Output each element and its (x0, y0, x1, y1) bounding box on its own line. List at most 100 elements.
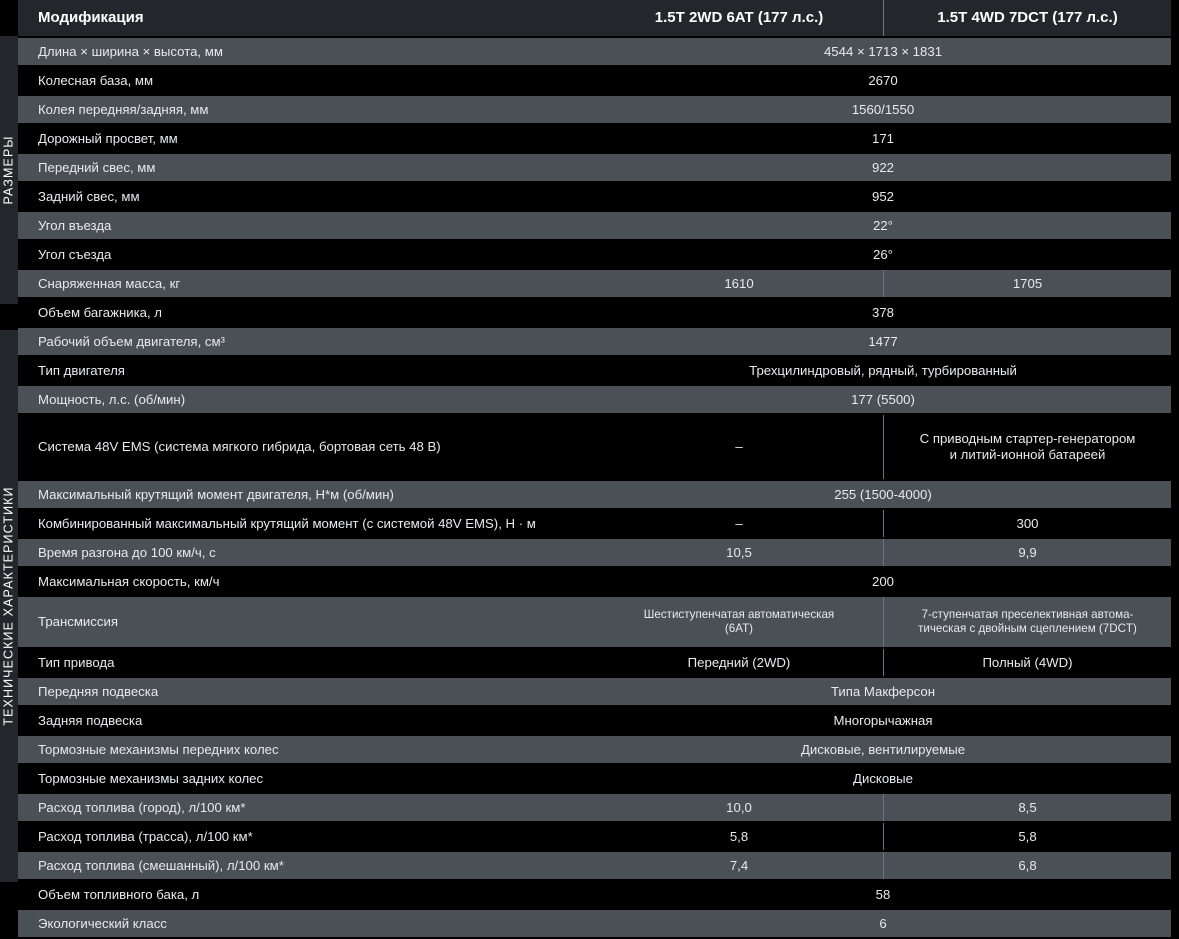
table-row: Колея передняя/задняя, мм 1560/1550 (18, 96, 1171, 123)
row-value: 1610 (724, 275, 754, 291)
table-row: Расход топлива (трасса), л/100 км* 5,8 5,8 (18, 823, 1171, 850)
row-label: Передняя подвеска (38, 683, 159, 699)
row-label: Длина × ширина × высота, мм (38, 43, 223, 59)
row-value: 5,8 (729, 828, 749, 844)
header-spec-label: Модификация (38, 9, 144, 27)
table-body: Длина × ширина × высота, мм 4544 × 1713 ×… (18, 38, 1171, 939)
row-value: Шестиступенчатая автоматическая (6AT) (643, 607, 835, 635)
row-gap (18, 479, 1171, 481)
specification-table: Модификация 1.5T 2WD 6AT (177 л.с.) 1.5T… (18, 0, 1171, 939)
row-value: 6 (879, 915, 887, 931)
row-value: Полный (4WD) (883, 649, 1171, 676)
section-label-dimensions-text: РАЗМЕРЫ (2, 135, 17, 205)
table-header-row: Модификация 1.5T 2WD 6AT (177 л.с.) 1.5T… (18, 0, 1171, 36)
row-value: 9,9 (883, 539, 1171, 566)
row-label: Угол съезда (38, 246, 112, 262)
row-gap (18, 123, 1171, 125)
row-value: 10,0 (726, 799, 752, 815)
row-value: 922 (871, 159, 894, 175)
row-value: Дисковые (853, 770, 913, 786)
table-row: Колесная база, мм 2670 (18, 67, 1171, 94)
row-gap (18, 763, 1171, 765)
table-row: Передний свес, мм 922 (18, 154, 1171, 181)
table-row: Задняя подвеска Многорычажная (18, 707, 1171, 734)
row-label: Объем багажника, л (38, 304, 163, 320)
row-value: 1477 (868, 333, 898, 349)
row-label: Тип привода (38, 654, 115, 670)
table-row: Передняя подвеска Типа Макферсон (18, 678, 1171, 705)
table-row: Объем топливного бака, л 58 (18, 881, 1171, 908)
table-row: Задний свес, мм 952 (18, 183, 1171, 210)
row-value: 171 (871, 130, 894, 146)
table-row: Комбинированный максимальный крутящий мо… (18, 510, 1171, 537)
row-value: 6,8 (883, 852, 1171, 879)
row-value: 22° (873, 217, 893, 233)
row-gap (18, 821, 1171, 823)
row-label: Дорожный просвет, мм (38, 130, 178, 146)
row-label: Система 48V EMS (система мягкого гибрида… (38, 439, 441, 455)
row-gap (18, 508, 1171, 510)
row-gap (18, 239, 1171, 241)
row-value: 200 (871, 573, 894, 589)
row-label: Задняя подвеска (38, 712, 143, 728)
table-row: Угол въезда 22° (18, 212, 1171, 239)
table-row: Максимальная скорость, км/ч 200 (18, 568, 1171, 595)
row-value: 5,8 (883, 823, 1171, 850)
table-row: Мощность, л.с. (об/мин) 177 (5500) (18, 386, 1171, 413)
row-label: Объем топливного бака, л (38, 886, 200, 902)
row-label: Тормозные механизмы передних колес (38, 741, 279, 757)
row-gap (18, 850, 1171, 852)
row-gap (18, 268, 1171, 270)
row-label: Расход топлива (город), л/100 км* (38, 799, 246, 815)
row-gap (18, 413, 1171, 415)
row-gap (18, 326, 1171, 328)
row-label: Колея передняя/задняя, мм (38, 101, 209, 117)
row-label: Экологический класс (38, 915, 167, 931)
row-gap (18, 94, 1171, 96)
row-gap (18, 537, 1171, 539)
table-row: Тип двигателя Трехцилиндровый, рядный, ту… (18, 357, 1171, 384)
table-row: Тормозные механизмы задних колес Дисковые (18, 765, 1171, 792)
row-label: Время разгона до 100 км/ч, с (38, 544, 216, 560)
row-value: 10,5 (726, 544, 752, 560)
row-value: 26° (873, 246, 893, 262)
row-value: 378 (871, 304, 894, 320)
row-value: Типа Макферсон (830, 683, 936, 699)
row-gap (18, 705, 1171, 707)
header-gap (18, 36, 1171, 38)
header-column-2: 1.5T 4WD 7DCT (177 л.с.) (883, 0, 1171, 36)
row-label: Максимальная скорость, км/ч (38, 573, 220, 589)
table-row: Время разгона до 100 км/ч, с 10,5 9,9 (18, 539, 1171, 566)
row-gap (18, 65, 1171, 67)
table-row: Расход топлива (город), л/100 км* 10,0 8,5 (18, 794, 1171, 821)
row-gap (18, 181, 1171, 183)
row-value: С приводным стартер-генератором и литий-и… (883, 415, 1171, 479)
row-label: Колесная база, мм (38, 72, 154, 88)
section-label-dimensions: РАЗМЕРЫ (0, 36, 18, 304)
row-gap (18, 879, 1171, 881)
row-value: Многорычажная (833, 712, 933, 728)
row-label: Передний свес, мм (38, 159, 156, 175)
row-label: Расход топлива (трасса), л/100 км* (38, 828, 253, 844)
row-gap (18, 355, 1171, 357)
row-value: 8,5 (883, 794, 1171, 821)
row-label: Расход топлива (смешанный), л/100 км* (38, 857, 284, 873)
row-label: Рабочий объем двигателя, см³ (38, 333, 225, 349)
row-gap (18, 566, 1171, 568)
row-gap (18, 647, 1171, 649)
row-label: Угол въезда (38, 217, 112, 233)
table-row: Длина × ширина × высота, мм 4544 × 1713 ×… (18, 38, 1171, 65)
row-value: 300 (883, 510, 1171, 537)
table-row: Экологический класс 6 (18, 910, 1171, 937)
row-value: – (735, 439, 743, 455)
row-value: 7-ступенчатая преселективная автома-тиче… (883, 597, 1171, 647)
table-row: Трансмиссия Шестиступенчатая автоматическ… (18, 597, 1171, 647)
row-value: Передний (2WD) (687, 654, 791, 670)
row-gap (18, 210, 1171, 212)
row-value: 1705 (883, 270, 1171, 297)
row-gap (18, 734, 1171, 736)
row-value: Дисковые, вентилируемые (800, 741, 966, 757)
row-gap (18, 595, 1171, 597)
table-row: Расход топлива (смешанный), л/100 км* 7,4… (18, 852, 1171, 879)
table-row: Максимальный крутящий момент двигателя, … (18, 481, 1171, 508)
